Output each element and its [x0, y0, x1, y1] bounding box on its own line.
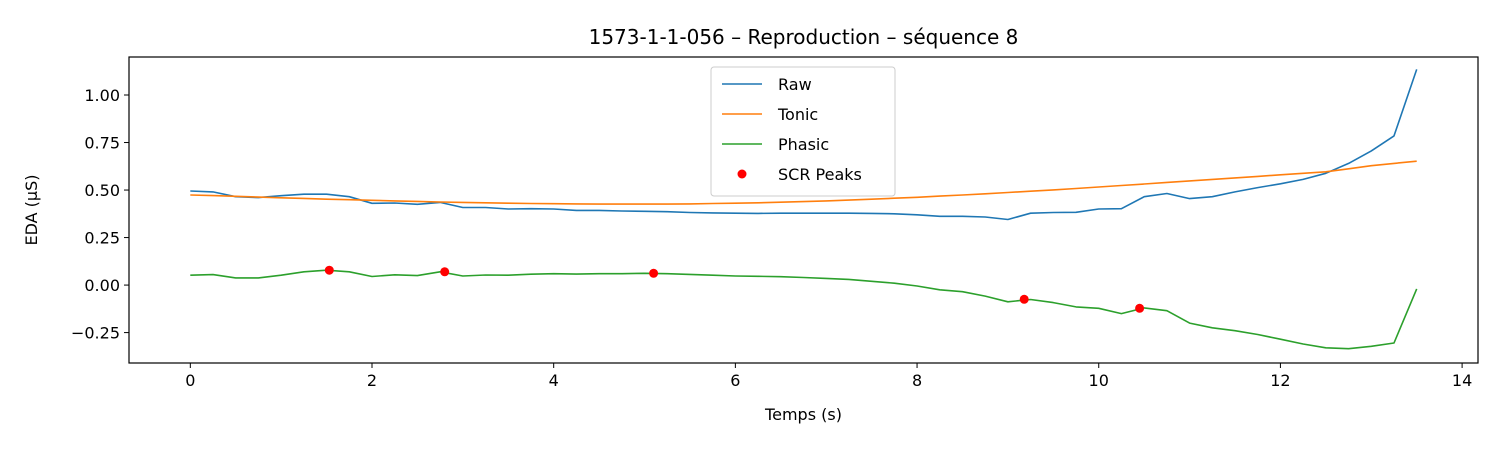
- legend-label-tonic: Tonic: [777, 105, 818, 124]
- series-line-raw: [190, 69, 1418, 221]
- legend-label-scr-peaks: SCR Peaks: [778, 165, 862, 184]
- scr-peak-point: [440, 267, 450, 277]
- y-tick-label: 0.50: [84, 181, 120, 200]
- scr-peak-point: [324, 265, 334, 275]
- legend: Raw Tonic Phasic SCR Peaks: [710, 66, 896, 197]
- scr-peaks-layer: [324, 265, 1145, 313]
- plot-area: [128, 56, 1479, 364]
- scr-peak-point: [1135, 303, 1145, 313]
- x-tick-label: 0: [185, 371, 195, 390]
- y-tick-label: −0.25: [71, 324, 120, 343]
- x-tick-label: 4: [549, 371, 559, 390]
- scr-peak-point: [1019, 294, 1029, 304]
- x-tick-label: 12: [1270, 371, 1290, 390]
- legend-label-phasic: Phasic: [778, 135, 829, 154]
- x-tick-label: 8: [912, 371, 922, 390]
- legend-label-raw: Raw: [778, 75, 812, 94]
- x-axis: 0 2 4 6 8 10 12 14: [185, 363, 1472, 390]
- x-tick-label: 6: [730, 371, 740, 390]
- legend-frame: [710, 66, 896, 197]
- y-axis: −0.25 0.00 0.25 0.50 0.75 1.00: [71, 86, 129, 343]
- series-layer: [190, 69, 1418, 350]
- x-tick-label: 10: [1089, 371, 1109, 390]
- y-tick-label: 1.00: [84, 86, 120, 105]
- series-line-phasic: [190, 269, 1418, 350]
- plot-frame: [128, 56, 1479, 364]
- chart-title: 1573-1-1-056 – Reproduction – séquence 8: [589, 25, 1019, 49]
- series-line-tonic: [190, 160, 1417, 205]
- y-tick-label: 0.00: [84, 276, 120, 295]
- x-tick-label: 2: [367, 371, 377, 390]
- y-tick-label: 0.25: [84, 229, 120, 248]
- scr-peak-point: [649, 268, 659, 278]
- x-tick-label: 14: [1452, 371, 1472, 390]
- x-axis-label: Temps (s): [764, 405, 842, 424]
- y-tick-label: 0.75: [84, 134, 120, 153]
- legend-swatch-scr-peaks: [737, 169, 747, 179]
- y-axis-label: EDA (µS): [22, 175, 41, 246]
